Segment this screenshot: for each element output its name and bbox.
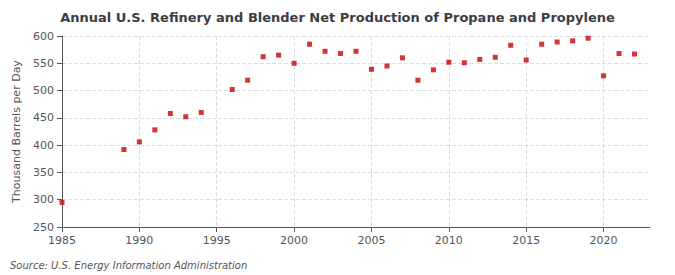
svg-text:2010: 2010: [435, 234, 463, 247]
svg-text:2005: 2005: [357, 234, 385, 247]
svg-text:250: 250: [33, 221, 54, 234]
svg-text:Source: U.S. Energy Informatio: Source: U.S. Energy Information Administ…: [10, 260, 247, 271]
svg-text:2000: 2000: [280, 234, 308, 247]
svg-text:450: 450: [33, 111, 54, 124]
svg-text:1995: 1995: [203, 234, 231, 247]
svg-text:2015: 2015: [512, 234, 540, 247]
svg-text:1985: 1985: [48, 234, 76, 247]
svg-text:350: 350: [33, 166, 54, 179]
svg-text:Thousand Barrels per Day: Thousand Barrels per Day: [10, 60, 23, 204]
svg-text:550: 550: [33, 57, 54, 70]
svg-text:600: 600: [33, 30, 54, 43]
svg-text:1990: 1990: [125, 234, 153, 247]
svg-text:300: 300: [33, 193, 54, 206]
svg-text:500: 500: [33, 84, 54, 97]
svg-text:2020: 2020: [590, 234, 618, 247]
svg-text:400: 400: [33, 139, 54, 152]
svg-text:Annual U.S. Refinery and Blend: Annual U.S. Refinery and Blender Net Pro…: [60, 10, 615, 25]
